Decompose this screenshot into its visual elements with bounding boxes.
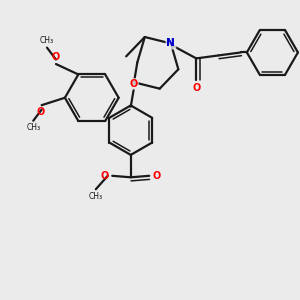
Text: CH₃: CH₃ <box>26 123 40 132</box>
Text: N: N <box>167 38 175 49</box>
Text: O: O <box>192 83 200 94</box>
Text: O: O <box>130 79 138 89</box>
Text: O: O <box>153 171 161 181</box>
Text: CH₃: CH₃ <box>40 36 54 45</box>
Text: O: O <box>37 107 45 117</box>
Text: O: O <box>130 79 138 89</box>
Text: O: O <box>51 52 59 62</box>
Text: O: O <box>100 171 109 181</box>
Text: CH₃: CH₃ <box>89 192 103 201</box>
Text: N: N <box>167 38 175 49</box>
